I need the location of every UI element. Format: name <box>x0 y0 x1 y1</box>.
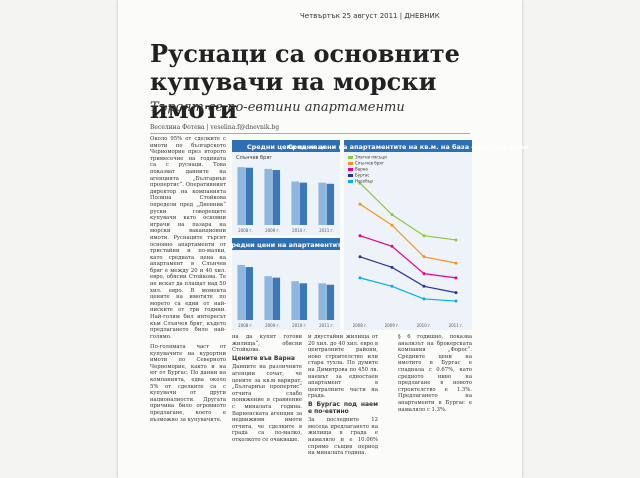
legend-label: Слънчев бряг <box>355 161 384 166</box>
bar <box>264 276 272 320</box>
heading: В Бургас под наем е по-евтино <box>308 400 378 415</box>
point <box>358 181 362 185</box>
x-tick-label: 2011 г. <box>319 323 334 328</box>
heading: Цените във Варна <box>232 354 295 362</box>
text-column: Около 95% от сделките с имоти по българс… <box>150 136 226 340</box>
legend-label: Златни пясъци <box>355 155 387 160</box>
point <box>454 238 458 242</box>
byline: Веселина Фотева | veselina.f@dnevnik.bg <box>150 124 470 134</box>
bar <box>245 167 254 225</box>
point <box>454 261 458 265</box>
paragraph: и двустайни жилища от 20 хил. до 40 хил.… <box>308 334 378 400</box>
text-column: § 6 годишно, показва анализът на брокерс… <box>398 334 472 413</box>
legend-swatch <box>348 162 353 165</box>
x-tick-label: 2010 г. <box>292 228 307 233</box>
x-tick-label: 2009 г. <box>265 323 280 328</box>
header: Четвъртък 25 август 2011 | ДНЕВНИК <box>300 12 440 20</box>
point <box>358 255 362 259</box>
chart-title: Средни цени на апартаментите на кв.м. на… <box>288 143 529 151</box>
legend-swatch <box>348 168 353 171</box>
x-tick-label: 2011 г. <box>319 228 334 233</box>
legend-swatch <box>348 156 353 159</box>
point <box>390 244 394 248</box>
chart-panel <box>344 140 472 330</box>
bar <box>264 168 272 225</box>
bar <box>237 264 245 320</box>
legend-swatch <box>348 174 353 177</box>
x-tick-label: 2008 г. <box>353 323 368 328</box>
point <box>454 291 458 295</box>
legend-swatch <box>348 180 353 183</box>
point <box>422 234 426 238</box>
headline: Руснаци са основните купувачи на морски … <box>150 39 460 124</box>
bar <box>299 283 308 320</box>
paragraph: За последните 12 месеца предлагането на … <box>308 417 378 457</box>
point <box>422 297 426 301</box>
bar <box>299 182 308 225</box>
x-tick-label: 2009 г. <box>385 323 400 328</box>
point <box>358 234 362 238</box>
chart-title-bar <box>232 140 340 152</box>
bar <box>326 183 335 225</box>
bar <box>291 281 299 320</box>
text-column: на да купят готови жилища“, обясни Стойк… <box>232 334 302 478</box>
bar <box>245 267 254 320</box>
point <box>390 284 394 288</box>
point <box>454 299 458 303</box>
line <box>359 235 457 279</box>
subtitle: Търсят се по-евтини апартаменти <box>150 100 405 115</box>
point <box>358 276 362 280</box>
line <box>359 182 457 241</box>
bar <box>318 182 326 225</box>
bar <box>272 170 281 225</box>
chart-title-bar <box>344 140 472 152</box>
point <box>390 223 394 227</box>
line <box>359 277 457 302</box>
x-tick-label: 2009 г. <box>265 228 280 233</box>
paragraph: на да купят готови жилища“, обясни Стойк… <box>232 334 302 354</box>
x-tick-label: 2010 г. <box>292 323 307 328</box>
legend-label: Бургас <box>355 173 369 178</box>
point <box>454 276 458 280</box>
legend-label: Варна <box>355 167 368 172</box>
bar <box>237 167 245 225</box>
text-column: и двустайни жилища от 20 хил. до 40 хил.… <box>308 334 378 478</box>
x-tick-label: 2010 г. <box>417 323 432 328</box>
chart-label: Слънчев бряг <box>236 155 272 161</box>
chart-title: Средни цени на кв.м <box>247 143 325 151</box>
bar <box>326 284 335 320</box>
paragraph: Данните на различните агенции сочат, че … <box>232 364 302 443</box>
legend-label: Несебър <box>355 179 373 184</box>
point <box>358 202 362 206</box>
point <box>390 213 394 217</box>
bar <box>272 277 281 320</box>
point <box>422 284 426 288</box>
bar <box>291 181 299 225</box>
x-tick-label: 2008 г. <box>238 228 253 233</box>
point <box>422 255 426 259</box>
point <box>390 265 394 269</box>
x-tick-label: 2008 г. <box>238 323 253 328</box>
bar <box>318 283 326 320</box>
chart-title-bar <box>232 238 340 250</box>
chart-title: Средни цени на апартаментите <box>227 241 346 249</box>
x-tick-label: 2011 г. <box>449 323 464 328</box>
point <box>422 272 426 276</box>
text-column: По-голямата част от купувачите на курорт… <box>150 344 226 423</box>
line <box>359 256 457 294</box>
line <box>359 203 457 264</box>
